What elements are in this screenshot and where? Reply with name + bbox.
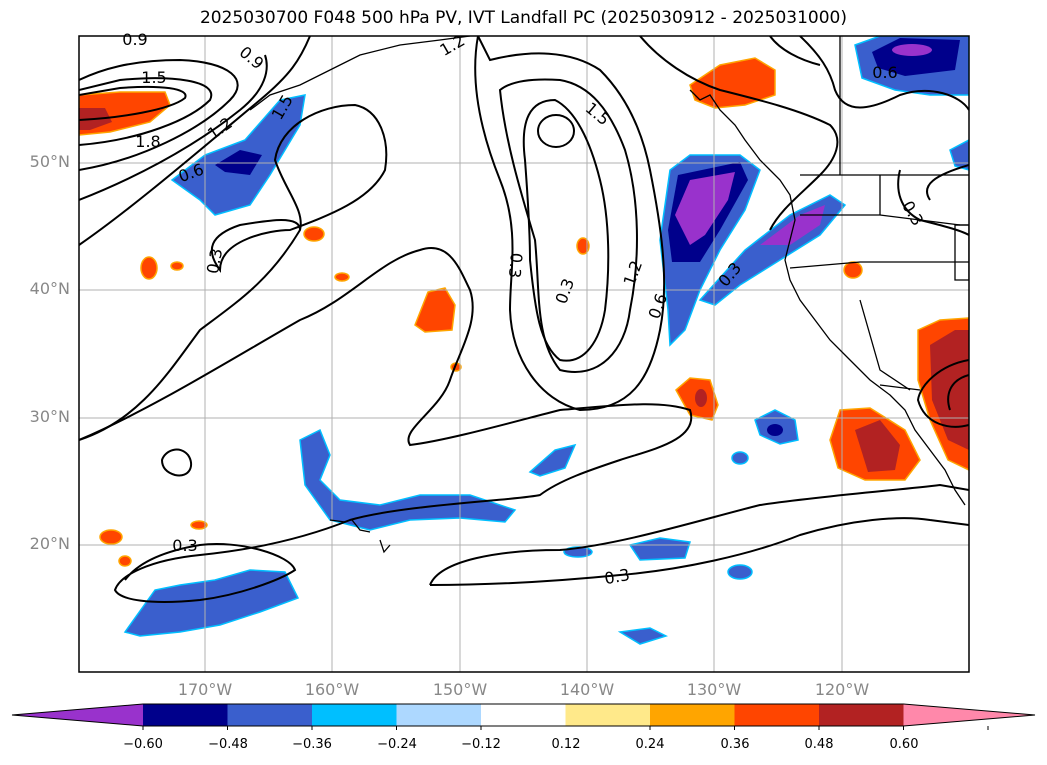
lon-label: 160°W <box>304 680 360 699</box>
anomaly-positive <box>334 272 350 282</box>
colorbar-tick: −0.36 <box>292 737 332 752</box>
lat-label: 40°N <box>29 279 70 298</box>
contour-label: 0.9 <box>236 42 268 73</box>
contour-label: 1.8 <box>135 132 160 151</box>
anomaly-negative <box>617 627 669 645</box>
anomaly-positive <box>414 287 456 333</box>
contour-label: 0.3 <box>203 247 226 275</box>
colorbar-tick: −0.24 <box>377 737 417 752</box>
lat-label: 30°N <box>29 407 70 426</box>
anomaly-positive <box>689 57 776 109</box>
colorbar-tick: 0.36 <box>720 737 750 752</box>
contour-label: 0.3 <box>505 252 526 279</box>
contour-label: 0.3 <box>603 565 631 588</box>
colorbar-tick: 0.24 <box>635 737 665 752</box>
lon-label: 120°W <box>814 680 870 699</box>
colorbar-bin <box>227 704 313 726</box>
anomaly-positive <box>303 226 325 242</box>
colorbar-bin <box>734 704 820 726</box>
contour-label: 0.3 <box>172 536 197 555</box>
anomaly-positive <box>140 256 158 280</box>
anomaly-purple <box>675 172 735 245</box>
colorbar-extend-max <box>903 704 1035 726</box>
colorbar-bin <box>312 704 397 726</box>
contour-label: 1.2 <box>620 258 647 288</box>
contour-label: 1.5 <box>582 98 614 129</box>
colorbar-tick: −0.60 <box>123 737 163 752</box>
anomaly-purple <box>760 205 825 245</box>
colorbar-tick: 0.48 <box>804 737 834 752</box>
anomaly-positive <box>170 261 184 271</box>
colorbar <box>11 703 1036 730</box>
anomaly-positive <box>118 555 132 567</box>
anomaly-negative <box>299 428 517 531</box>
lon-label: 140°W <box>559 680 615 699</box>
colorbar-bin <box>396 704 482 726</box>
lon-label: 150°W <box>432 680 488 699</box>
colorbar-tick: −0.12 <box>461 737 501 752</box>
lon-label: 130°W <box>686 680 742 699</box>
contour-label: 1.2 <box>436 31 468 60</box>
contour-label: 0.6 <box>872 63 897 82</box>
anomaly-positive-core <box>855 420 900 472</box>
plot-frame <box>78 35 970 673</box>
colorbar-bin <box>143 704 228 726</box>
anomaly-positive <box>99 529 123 545</box>
anomaly-positive <box>190 520 208 530</box>
colorbar-tick: −0.48 <box>208 737 248 752</box>
anomaly-negative <box>528 443 577 477</box>
anomaly-negative <box>731 451 749 465</box>
colorbar-extend-min <box>12 704 143 726</box>
lat-label: 50°N <box>29 152 70 171</box>
anomaly-negative-core <box>767 424 783 436</box>
colorbar-bin <box>481 704 566 726</box>
contour-label: 0.9 <box>122 30 147 49</box>
anomaly-purple <box>892 44 932 56</box>
anomaly-positive-core <box>695 389 707 407</box>
anomaly-positive <box>843 261 863 279</box>
colorbar-bin <box>819 704 904 726</box>
coastlines <box>249 36 969 554</box>
lon-label: 170°W <box>177 680 233 699</box>
anomaly-negative <box>727 564 753 580</box>
lat-label: 20°N <box>29 534 70 553</box>
colorbar-tick: 0.12 <box>551 737 581 752</box>
anomaly-negative <box>123 569 300 637</box>
colorbar-bin <box>565 704 651 726</box>
contour-label: 0.3 <box>552 276 579 306</box>
pv-contours <box>79 36 969 603</box>
anomaly-negative <box>628 537 691 561</box>
colorbar-tick: 0.60 <box>889 737 919 752</box>
anomaly-positive <box>576 237 590 255</box>
colorbar-bin <box>650 704 735 726</box>
map-title: 2025030700 F048 500 hPa PV, IVT Landfall… <box>199 8 847 28</box>
contour-label: 1.5 <box>141 68 166 87</box>
